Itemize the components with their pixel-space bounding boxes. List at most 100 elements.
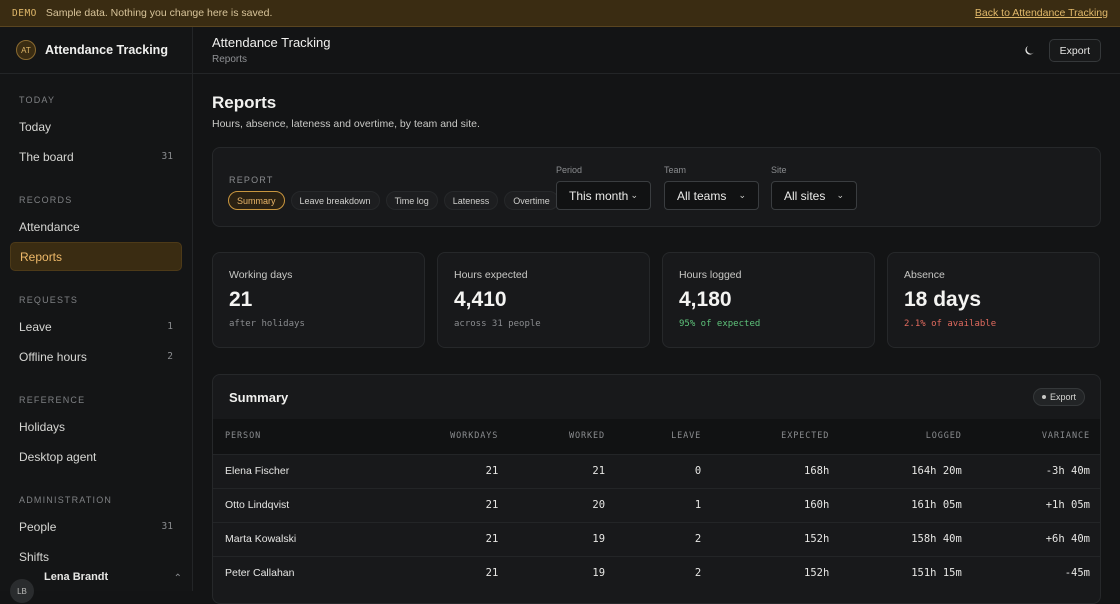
stat-card: Hours logged 4,180 95% of expected	[662, 252, 875, 348]
report-filters: REPORT Summary Leave breakdown Time log Lat…	[212, 147, 1101, 227]
person-name: Otto Lindqvist	[225, 499, 290, 511]
sidebar-item-today[interactable]: Today	[10, 112, 182, 141]
sidebar-item-label: Today	[19, 119, 52, 134]
cell-expected: 168h	[804, 465, 830, 477]
column-header-variance[interactable]: VARIANCE	[1041, 431, 1090, 442]
cell-variance: -45m	[1064, 567, 1090, 580]
table-body: Elena Fischer 21 21 0 168h 164h 20m -3h 40m Ott…	[213, 454, 1100, 590]
cell-variance: +1h 05m	[1045, 499, 1090, 511]
nav-spacer	[0, 405, 192, 411]
brand[interactable]: AT Attendance Tracking	[0, 27, 192, 74]
column-header-workdays[interactable]: WORKDAYS	[450, 431, 499, 442]
chevron-down-icon: ⌄	[836, 190, 844, 200]
sidebar-item-label: Holidays	[19, 419, 66, 434]
nav-spacer	[0, 105, 192, 111]
table-row[interactable]: Marta Kowalski 21 19 2 152h 158h 40m +6h 40m	[213, 522, 1100, 556]
cell-worked: 19	[592, 567, 606, 580]
summary-title: Summary	[229, 390, 289, 405]
breadcrumb[interactable]: Reports	[212, 54, 248, 65]
stat-value: 4,410	[454, 288, 507, 311]
report-label: REPORT	[229, 175, 274, 185]
sidebar-item-label: Reports	[20, 249, 63, 264]
nav-spacer	[0, 205, 192, 211]
cell-leave: 2	[694, 533, 702, 545]
table-row[interactable]: Elena Fischer 21 21 0 168h 164h 20m -3h 40m	[213, 454, 1100, 488]
cell-leave: 0	[694, 465, 702, 477]
cell-expected: 152h	[804, 533, 830, 545]
column-header-worked[interactable]: WORKED	[568, 431, 606, 442]
cell-expected: 152h	[804, 567, 830, 580]
sidebar-item-label: The board	[19, 149, 74, 164]
sidebar-item-count: 31	[161, 521, 173, 532]
column-header-leave[interactable]: LEAVE	[671, 431, 702, 442]
sidebar-nav: TODAY Today The board 31 RECORDS Attendance Re…	[0, 74, 192, 571]
cell-logged: 164h 20m	[911, 465, 962, 477]
pill-lateness[interactable]: Lateness	[443, 191, 499, 210]
stat-card: Hours expected 4,410 across 31 people	[437, 252, 650, 348]
topbar-title: Attendance Tracking	[212, 35, 331, 50]
nav-section-label: REFERENCE	[19, 395, 86, 405]
sidebar-item-count: 2	[167, 351, 173, 362]
stat-note: 2.1% of available	[904, 319, 997, 329]
cell-variance: -3h 40m	[1045, 465, 1090, 477]
sidebar-item-shifts[interactable]: Shifts	[10, 542, 182, 571]
sidebar-item-count: 1	[167, 321, 173, 332]
chevron-updown-icon: ⌃	[173, 573, 182, 584]
pill-summary[interactable]: Summary	[228, 191, 285, 210]
sidebar-item-label: Shifts	[19, 549, 50, 564]
export-button[interactable]: Export	[1048, 39, 1101, 62]
nav-spacer	[0, 505, 192, 511]
sidebar-item-desktop-agent[interactable]: Desktop agent	[10, 442, 182, 471]
cell-leave: 1	[694, 499, 702, 511]
cell-workdays: 21	[485, 465, 499, 477]
person-name: Elena Fischer	[225, 465, 290, 477]
main-content: Reports Hours, absence, lateness and ove…	[193, 74, 1120, 604]
sidebar-item-label: Leave	[19, 319, 52, 334]
sidebar-item-offline-hours[interactable]: Offline hours 2	[10, 342, 182, 371]
period-select[interactable]: This month ⌄	[556, 181, 651, 210]
stat-label: Working days	[229, 269, 293, 281]
page-subtitle: Hours, absence, lateness and overtime, b…	[212, 118, 480, 130]
sidebar-item-holidays[interactable]: Holidays	[10, 412, 182, 441]
nav-spacer	[0, 305, 192, 311]
column-header-expected[interactable]: EXPECTED	[781, 431, 830, 442]
demo-banner: DEMO Sample data. Nothing you change her…	[0, 0, 1120, 27]
dot-icon	[1041, 395, 1046, 399]
moon-icon[interactable]	[1024, 44, 1036, 56]
column-header-person[interactable]: PERSON	[225, 431, 262, 442]
sidebar-item-label: Offline hours	[19, 349, 87, 364]
user-menu[interactable]: LB Lena Brandt ⌃	[0, 567, 192, 603]
stat-label: Absence	[904, 269, 945, 281]
cell-logged: 151h 15m	[911, 567, 962, 580]
nav-section-label: ADMINISTRATION	[19, 495, 113, 505]
stat-card: Working days 21 after holidays	[212, 252, 425, 348]
sidebar-item-label: Attendance	[19, 219, 80, 234]
team-select[interactable]: All teams ⌄	[664, 181, 759, 210]
summary-export-button[interactable]: Export	[1032, 388, 1085, 406]
stat-value: 21	[229, 288, 253, 311]
pill-overtime[interactable]: Overtime	[504, 191, 559, 210]
sidebar-item-attendance[interactable]: Attendance	[10, 212, 182, 241]
pill-time-log[interactable]: Time log	[385, 191, 438, 210]
person-name: Marta Kowalski	[225, 533, 297, 545]
summary-table: PERSON WORKDAYS WORKED LEAVE EXPECTED LOGGED V…	[213, 419, 1100, 590]
period-label: Period	[556, 165, 583, 175]
back-link[interactable]: Back to Attendance Tracking	[974, 7, 1108, 19]
cell-expected: 160h	[804, 499, 830, 511]
column-header-logged[interactable]: LOGGED	[925, 431, 962, 442]
site-select[interactable]: All sites ⌄	[771, 181, 857, 210]
sidebar-item-label: People	[19, 519, 57, 534]
table-row[interactable]: Peter Callahan 21 19 2 152h 151h 15m -45m	[213, 556, 1100, 590]
site-label: Site	[771, 165, 787, 175]
nav-section-label: REQUESTS	[19, 295, 79, 305]
sidebar-item-label: Desktop agent	[19, 449, 97, 464]
sidebar-item-leave[interactable]: Leave 1	[10, 312, 182, 341]
table-row[interactable]: Otto Lindqvist 21 20 1 160h 161h 05m +1h 05m	[213, 488, 1100, 522]
sidebar-item-the-board[interactable]: The board 31	[10, 142, 182, 171]
pill-leave-breakdown[interactable]: Leave breakdown	[290, 191, 380, 210]
topbar: Attendance Tracking Reports Export	[193, 27, 1120, 74]
sidebar-item-people[interactable]: People 31	[10, 512, 182, 541]
sidebar-item-reports[interactable]: Reports	[10, 242, 182, 271]
stat-note: after holidays	[229, 319, 305, 329]
cell-logged: 161h 05m	[911, 499, 962, 511]
